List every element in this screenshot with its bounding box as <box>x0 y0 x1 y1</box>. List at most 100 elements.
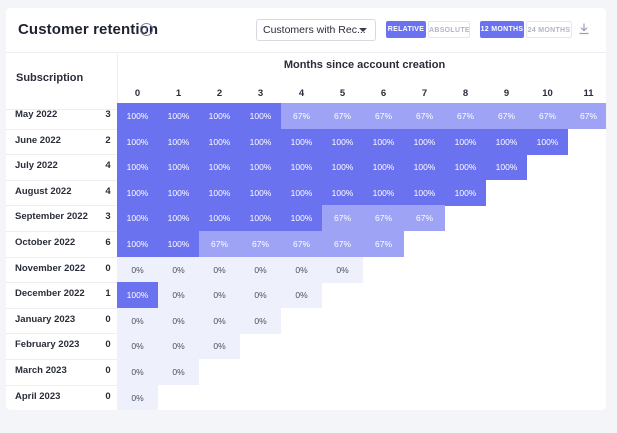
row-divider <box>6 307 117 309</box>
cohort-label: November 2022 <box>15 262 86 274</box>
retention-cell: 67% <box>363 231 404 257</box>
retention-cell: 67% <box>404 103 445 129</box>
cohort-count: 0 <box>105 313 111 325</box>
retention-cell: 67% <box>486 103 527 129</box>
retention-cell: 100% <box>240 179 281 206</box>
retention-cell: 100% <box>363 154 404 181</box>
page-title: Customer retention <box>18 21 159 38</box>
retention-cell: 100% <box>158 179 199 206</box>
retention-cell: 100% <box>240 154 281 181</box>
retention-cell: 100% <box>117 179 158 206</box>
row-divider <box>6 384 117 386</box>
retention-cell: 100% <box>240 103 281 129</box>
metric-dropdown-value: Customers with Rec... <box>263 24 366 36</box>
retention-cell: 67% <box>527 103 568 129</box>
retention-cell: 0% <box>240 256 281 283</box>
retention-cell: 100% <box>445 154 486 181</box>
cohort-count: 2 <box>105 134 111 146</box>
retention-cell: 100% <box>117 205 158 232</box>
12-months-toggle[interactable]: 12 MONTHS <box>480 21 524 38</box>
retention-cell: 100% <box>199 205 240 232</box>
metric-dropdown[interactable]: Customers with Rec... <box>256 19 376 41</box>
row-divider <box>6 256 117 258</box>
retention-cell: 100% <box>158 205 199 232</box>
month-column-header: 11 <box>583 88 594 99</box>
row-divider <box>6 205 117 207</box>
retention-cell: 0% <box>199 256 240 283</box>
month-column-header: 10 <box>542 88 553 99</box>
retention-cell: 100% <box>322 128 363 155</box>
month-column-header: 2 <box>216 88 223 99</box>
row-divider <box>6 282 117 284</box>
cohort-label: May 2022 <box>15 109 58 120</box>
retention-cell: 0% <box>281 256 322 283</box>
retention-card: Customer retention i Customers with Rec.… <box>6 8 606 410</box>
months-since-header: Months since account creation <box>283 59 446 71</box>
retention-cell: 0% <box>158 307 199 334</box>
retention-cell: 0% <box>199 333 240 360</box>
cohort-label: January 2023 <box>15 313 76 325</box>
cohort-count: 1 <box>105 288 111 300</box>
retention-cell: 100% <box>117 282 158 309</box>
retention-cell: 100% <box>117 103 158 129</box>
cohort-count: 6 <box>105 237 111 248</box>
month-column-header: 3 <box>257 88 264 99</box>
subscription-header: Subscription <box>16 72 84 84</box>
cohort-count: 4 <box>105 185 111 197</box>
retention-cell: 0% <box>117 307 158 334</box>
retention-cell: 100% <box>240 128 281 155</box>
retention-cell: 100% <box>199 154 240 181</box>
retention-cell: 100% <box>117 128 158 155</box>
retention-cell: 0% <box>281 282 322 309</box>
retention-cell: 67% <box>445 103 486 129</box>
cohort-count: 3 <box>105 211 111 223</box>
retention-cell: 100% <box>363 128 404 155</box>
month-column-header: 9 <box>503 88 510 99</box>
retention-cell: 100% <box>363 179 404 206</box>
relative-toggle[interactable]: RELATIVE <box>386 21 426 38</box>
retention-cell: 67% <box>281 231 322 257</box>
retention-cell: 100% <box>322 179 363 206</box>
cohort-count: 3 <box>105 109 111 120</box>
header-divider <box>6 52 606 53</box>
retention-cell: 0% <box>240 307 281 334</box>
retention-cell: 100% <box>445 179 486 206</box>
retention-cell: 100% <box>158 154 199 181</box>
month-column-header: 8 <box>462 88 469 99</box>
retention-cell: 100% <box>404 179 445 206</box>
retention-cell: 100% <box>281 128 322 155</box>
download-icon[interactable] <box>579 23 589 35</box>
cohort-count: 4 <box>105 160 111 172</box>
cohort-count: 0 <box>105 365 111 376</box>
retention-cell: 100% <box>404 154 445 181</box>
retention-cell: 0% <box>199 282 240 309</box>
retention-cell: 0% <box>158 359 199 385</box>
cohort-label: July 2022 <box>15 160 58 172</box>
retention-cell: 100% <box>240 205 281 232</box>
cohort-label: August 2022 <box>15 185 72 197</box>
retention-cell: 100% <box>527 128 568 155</box>
retention-cell: 0% <box>158 282 199 309</box>
cohort-label: February 2023 <box>15 339 80 351</box>
absolute-toggle[interactable]: ABSOLUTE <box>428 21 470 38</box>
retention-cell: 0% <box>158 333 199 360</box>
retention-cell: 0% <box>158 256 199 283</box>
retention-cell: 100% <box>486 128 527 155</box>
month-column-header: 1 <box>175 88 182 99</box>
retention-cell: 0% <box>117 256 158 283</box>
retention-cell: 67% <box>281 103 322 129</box>
row-divider <box>6 231 117 232</box>
retention-cell: 100% <box>199 103 240 129</box>
retention-cell: 67% <box>568 103 606 129</box>
retention-cell: 0% <box>322 256 363 283</box>
retention-cell: 67% <box>322 103 363 129</box>
retention-cell: 100% <box>281 205 322 232</box>
retention-cell: 67% <box>322 231 363 257</box>
retention-cell: 100% <box>199 179 240 206</box>
24-months-toggle[interactable]: 24 MONTHS <box>526 21 572 38</box>
retention-cell: 100% <box>486 154 527 181</box>
retention-cell: 67% <box>363 103 404 129</box>
cohort-label: September 2022 <box>15 211 88 223</box>
retention-cell: 100% <box>322 154 363 181</box>
info-icon[interactable]: i <box>140 23 153 36</box>
